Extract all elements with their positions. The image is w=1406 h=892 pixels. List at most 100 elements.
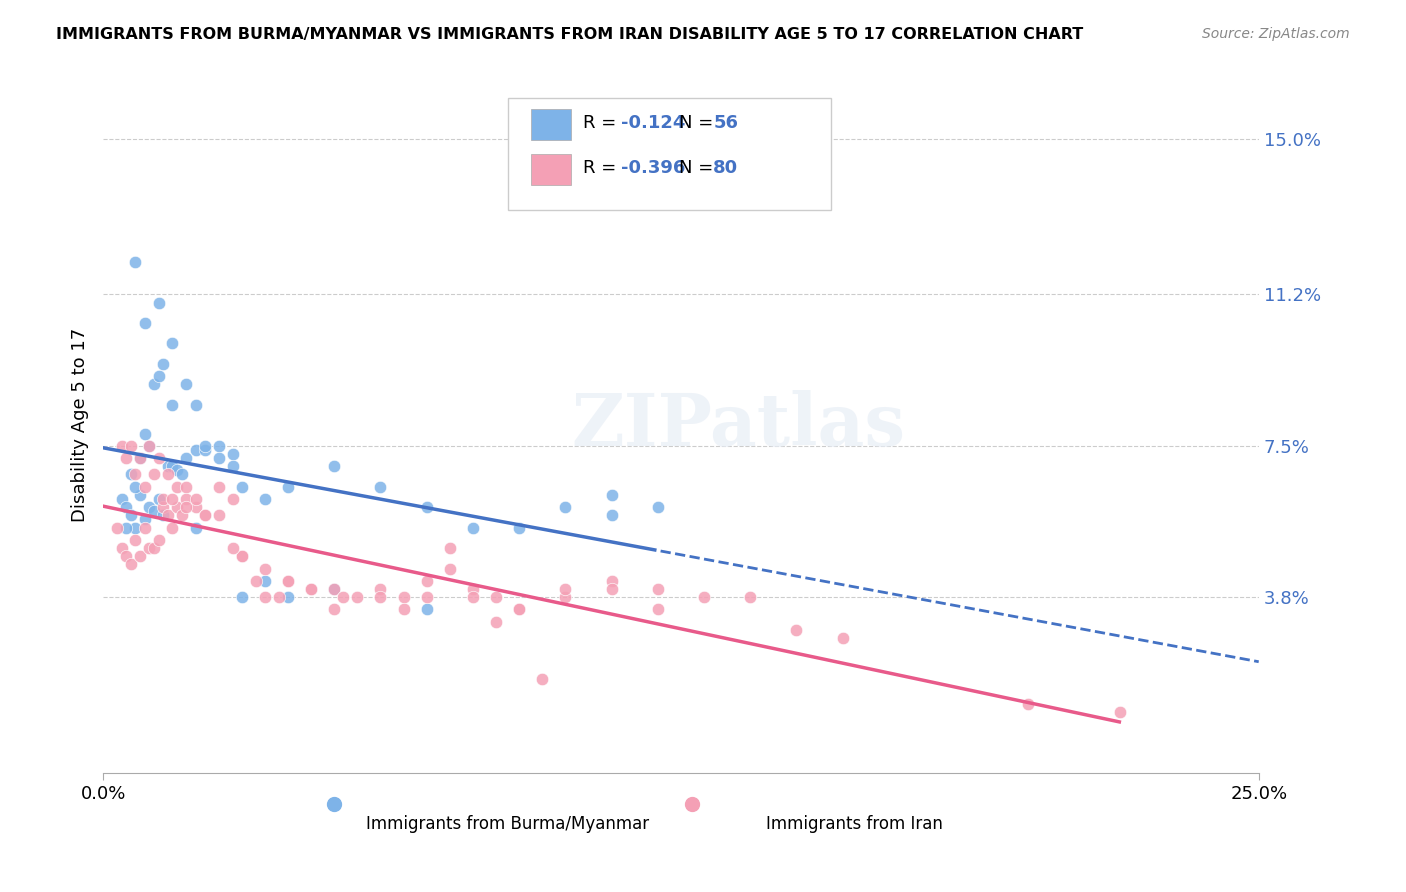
Point <box>120 467 142 482</box>
Point <box>143 467 166 482</box>
FancyBboxPatch shape <box>508 98 831 210</box>
Point <box>152 500 174 515</box>
Point <box>392 591 415 605</box>
Point <box>124 480 146 494</box>
Point <box>152 491 174 506</box>
Point <box>176 500 198 515</box>
Point <box>231 480 253 494</box>
Point <box>221 491 243 506</box>
Point <box>148 491 170 506</box>
Point <box>831 631 853 645</box>
Point <box>323 582 346 596</box>
Point <box>115 549 138 564</box>
Point <box>148 295 170 310</box>
Point <box>152 357 174 371</box>
Point <box>162 521 184 535</box>
Point <box>277 574 299 588</box>
Point <box>162 491 184 506</box>
Point <box>600 488 623 502</box>
Text: N =: N = <box>679 113 718 132</box>
Point <box>194 508 217 523</box>
Point <box>176 451 198 466</box>
Point <box>134 512 156 526</box>
Point <box>194 439 217 453</box>
Point <box>184 491 207 506</box>
Point <box>184 521 207 535</box>
Point <box>134 480 156 494</box>
Point <box>110 439 132 453</box>
Point <box>184 442 207 457</box>
Point <box>176 377 198 392</box>
Point <box>392 602 415 616</box>
Point <box>508 521 530 535</box>
Point <box>221 459 243 474</box>
Point <box>299 582 322 596</box>
Text: -0.124: -0.124 <box>621 113 685 132</box>
Point <box>110 491 132 506</box>
Point <box>461 582 484 596</box>
Point <box>600 508 623 523</box>
Point <box>370 480 392 494</box>
Point <box>148 533 170 547</box>
Point <box>253 574 276 588</box>
Point <box>148 451 170 466</box>
Point <box>461 591 484 605</box>
Text: -0.396: -0.396 <box>621 159 685 177</box>
Point <box>110 541 132 555</box>
Point <box>323 602 346 616</box>
Text: Source: ZipAtlas.com: Source: ZipAtlas.com <box>1202 27 1350 41</box>
Text: 56: 56 <box>713 113 738 132</box>
Point <box>693 591 716 605</box>
Point <box>115 521 138 535</box>
Point <box>267 591 290 605</box>
Point <box>221 541 243 555</box>
Point <box>647 602 669 616</box>
Point <box>299 582 322 596</box>
Point <box>370 591 392 605</box>
Point <box>600 574 623 588</box>
Point <box>253 491 276 506</box>
FancyBboxPatch shape <box>530 154 571 186</box>
Point <box>166 463 188 477</box>
Point <box>461 521 484 535</box>
Point <box>194 442 217 457</box>
Point <box>415 591 437 605</box>
Point <box>134 426 156 441</box>
Text: 80: 80 <box>713 159 738 177</box>
Point <box>508 602 530 616</box>
Point <box>120 558 142 572</box>
Point <box>124 533 146 547</box>
Point <box>253 561 276 575</box>
Point <box>323 582 346 596</box>
Point <box>554 591 576 605</box>
Point <box>208 480 231 494</box>
Point <box>194 508 217 523</box>
Point <box>208 508 231 523</box>
Point <box>115 500 138 515</box>
Point <box>245 574 267 588</box>
Text: N =: N = <box>679 159 718 177</box>
Point <box>346 591 368 605</box>
Point <box>115 451 138 466</box>
Point <box>208 439 231 453</box>
Point <box>554 500 576 515</box>
Point <box>1109 705 1132 719</box>
Point <box>531 672 554 686</box>
Point <box>277 480 299 494</box>
Point <box>138 500 160 515</box>
Point <box>162 459 184 474</box>
Point <box>439 541 461 555</box>
Point <box>152 508 174 523</box>
Point <box>143 377 166 392</box>
Point <box>162 336 184 351</box>
Point <box>176 491 198 506</box>
Point <box>129 451 152 466</box>
Point <box>415 602 437 616</box>
Point <box>439 561 461 575</box>
Point <box>740 591 762 605</box>
Point <box>170 467 193 482</box>
Point <box>170 508 193 523</box>
Point <box>485 615 508 629</box>
Point <box>184 500 207 515</box>
Point <box>647 500 669 515</box>
